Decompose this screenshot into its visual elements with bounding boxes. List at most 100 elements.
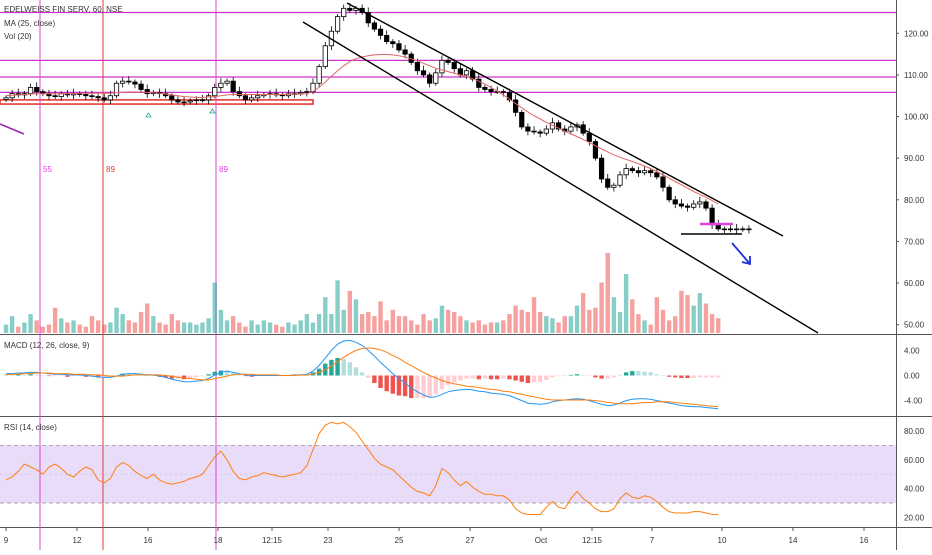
candle[interactable] (592, 141, 599, 159)
down-arrow-icon[interactable] (731, 242, 751, 266)
candle[interactable] (721, 228, 727, 231)
candle[interactable] (120, 80, 126, 84)
candle[interactable] (304, 91, 310, 93)
candle[interactable] (212, 87, 218, 97)
candle[interactable] (451, 62, 457, 70)
candle[interactable] (52, 95, 58, 97)
trend-stub-line[interactable] (0, 123, 25, 135)
channel-upper-line[interactable] (346, 2, 784, 237)
candle[interactable] (402, 49, 408, 55)
candle[interactable] (236, 91, 242, 97)
candle[interactable] (740, 228, 746, 231)
candle[interactable] (654, 172, 660, 178)
candle[interactable] (365, 12, 371, 24)
candle[interactable] (513, 99, 519, 113)
candle[interactable] (439, 59, 445, 74)
candle[interactable] (611, 184, 617, 188)
candle[interactable] (242, 95, 249, 101)
candle[interactable] (543, 128, 549, 134)
candle[interactable] (506, 92, 513, 101)
candle[interactable] (703, 201, 709, 209)
rsi-legend[interactable]: RSI (14, close) (4, 423, 57, 432)
candle[interactable] (34, 87, 40, 92)
candle[interactable] (322, 45, 328, 67)
candle[interactable] (193, 99, 199, 102)
candle[interactable] (678, 203, 685, 207)
candle[interactable] (666, 186, 672, 201)
candle[interactable] (519, 111, 525, 128)
candle[interactable] (463, 70, 470, 76)
candle[interactable] (199, 99, 206, 102)
candle[interactable] (126, 80, 132, 83)
candle[interactable] (218, 82, 224, 88)
candle[interactable] (660, 176, 666, 188)
candle[interactable] (746, 228, 752, 231)
candle[interactable] (525, 126, 531, 132)
candle[interactable] (568, 126, 574, 132)
candle[interactable] (95, 96, 101, 99)
macd-legend[interactable]: MACD (12, 26, close, 9) (4, 341, 90, 350)
candle[interactable] (488, 89, 494, 92)
candle[interactable] (248, 97, 255, 101)
volume-legend[interactable]: Vol (20) (4, 32, 32, 41)
candle[interactable] (347, 7, 353, 11)
support-zone[interactable] (0, 99, 314, 105)
candle[interactable] (396, 43, 402, 51)
candle[interactable] (230, 80, 236, 92)
candle[interactable] (697, 201, 703, 205)
candle[interactable] (476, 78, 482, 88)
candle[interactable] (715, 224, 721, 230)
candle[interactable] (27, 87, 34, 95)
candle[interactable] (629, 168, 635, 172)
candle[interactable] (169, 95, 175, 101)
candle[interactable] (433, 72, 439, 84)
candle[interactable] (648, 170, 654, 174)
candle[interactable] (427, 74, 433, 84)
candle[interactable] (734, 228, 740, 231)
candle[interactable] (445, 59, 451, 63)
candle[interactable] (709, 207, 715, 226)
candle[interactable] (83, 94, 89, 97)
macd-line[interactable] (6, 339, 719, 410)
candle[interactable] (187, 100, 193, 103)
signal-line[interactable] (5, 347, 719, 408)
candle[interactable] (390, 41, 396, 45)
candle[interactable] (641, 170, 648, 174)
candle[interactable] (175, 99, 181, 103)
candle[interactable] (206, 95, 212, 101)
candle[interactable] (598, 157, 605, 180)
candle[interactable] (605, 178, 611, 188)
candle[interactable] (279, 94, 285, 97)
candle[interactable] (101, 97, 107, 101)
candle[interactable] (138, 83, 144, 90)
candle[interactable] (224, 80, 230, 84)
ma-legend[interactable]: MA (25, close) (4, 19, 56, 28)
candle[interactable] (414, 62, 420, 72)
candle[interactable] (316, 66, 322, 84)
candle[interactable] (586, 132, 592, 142)
candle[interactable] (420, 70, 427, 76)
candle[interactable] (255, 95, 261, 99)
candle[interactable] (623, 168, 629, 176)
candle[interactable] (3, 97, 9, 100)
candle[interactable] (635, 170, 642, 174)
candle[interactable] (107, 95, 113, 101)
candle[interactable] (556, 122, 562, 130)
candle[interactable] (684, 205, 691, 208)
candle[interactable] (334, 16, 341, 32)
candle[interactable] (500, 91, 506, 93)
candle[interactable] (531, 130, 537, 133)
candle[interactable] (377, 28, 384, 36)
candle[interactable] (298, 92, 304, 95)
candle[interactable] (341, 7, 347, 18)
candle[interactable] (482, 87, 488, 90)
rsi-line[interactable] (5, 421, 719, 515)
candle[interactable] (672, 199, 678, 205)
candle[interactable] (89, 95, 95, 97)
candle[interactable] (617, 174, 623, 186)
candle[interactable] (384, 34, 390, 43)
candle[interactable] (691, 203, 697, 208)
candle[interactable] (727, 228, 734, 231)
